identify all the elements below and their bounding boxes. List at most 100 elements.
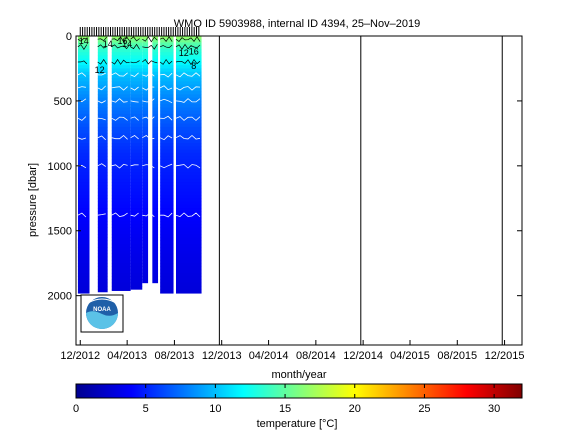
temperature-band — [97, 120, 108, 125]
temperature-band — [175, 269, 202, 274]
temperature-band — [111, 45, 131, 50]
temperature-band — [111, 162, 131, 167]
temperature-band — [97, 113, 108, 118]
temperature-band — [130, 143, 143, 147]
temperature-band — [111, 42, 131, 47]
temperature-band — [97, 146, 108, 151]
temperature-band — [130, 214, 143, 219]
temperature-band — [160, 100, 174, 105]
temperature-band — [160, 259, 174, 264]
isotherm-surface — [111, 58, 130, 65]
temperature-band — [175, 172, 202, 177]
temperature-band — [160, 113, 174, 118]
temperature-band — [130, 188, 143, 193]
temperature-band — [175, 130, 202, 134]
temperature-band — [97, 36, 108, 40]
temperature-band — [160, 224, 174, 229]
temperature-band — [111, 259, 131, 264]
temperature-band — [77, 165, 90, 170]
temperature-band — [175, 191, 202, 196]
temperature-band — [97, 250, 108, 254]
temperature-band — [130, 113, 143, 118]
temperature-band — [77, 230, 90, 235]
temperature-band — [130, 224, 143, 229]
temperature-band — [160, 107, 174, 112]
temperature-band — [160, 185, 174, 190]
temperature-band — [77, 259, 90, 264]
temperature-band — [130, 230, 143, 235]
temperature-band — [130, 133, 143, 138]
temperature-band — [160, 253, 174, 258]
x-tick-label: 08/2013 — [155, 350, 195, 362]
temperature-band — [130, 243, 143, 248]
isotherm — [111, 163, 128, 169]
temperature-band — [77, 195, 90, 199]
temperature-band — [77, 162, 90, 167]
isotherm-surface — [159, 58, 173, 65]
temperature-band — [97, 217, 108, 222]
temperature-band — [130, 282, 143, 287]
temperature-band — [160, 217, 174, 222]
temperature-band — [111, 74, 131, 79]
temperature-band — [77, 250, 90, 254]
temperature-band — [111, 146, 131, 151]
temperature-band — [160, 143, 174, 147]
temperature-band — [160, 123, 174, 128]
x-tick-label: 04/2015 — [390, 350, 430, 362]
temperature-band — [160, 175, 174, 180]
temperature-band — [175, 123, 202, 128]
temperature-band — [160, 97, 174, 102]
temperature-band — [130, 68, 143, 73]
isotherm — [97, 85, 106, 91]
temperature-band — [77, 130, 90, 134]
colorbar-tick-label: 10 — [209, 403, 221, 415]
temperature-band — [160, 117, 174, 121]
temperature-band — [130, 165, 143, 170]
temperature-band — [97, 165, 108, 170]
isotherm — [111, 86, 128, 91]
temperature-band — [160, 61, 174, 66]
temperature-band — [77, 52, 90, 56]
temperature-band — [77, 289, 90, 293]
isotherm-surface — [175, 43, 201, 50]
data-gap — [173, 36, 176, 345]
temperature-band — [130, 198, 143, 203]
temperature-band — [175, 182, 202, 186]
temperature-band — [130, 91, 143, 95]
temperature-band — [175, 36, 202, 40]
temperature-band — [175, 211, 202, 216]
isotherm — [97, 135, 106, 141]
temperature-band — [175, 201, 202, 206]
temperature-band — [160, 45, 174, 50]
temperature-band — [97, 256, 108, 261]
temperature-band — [130, 185, 143, 190]
colorbar-label: temperature [°C] — [257, 418, 338, 430]
isotherm — [175, 116, 201, 121]
temperature-band — [77, 211, 90, 216]
y-axis: 0 500 1000 1500 2000 — [48, 31, 522, 303]
temperature-band — [111, 91, 131, 95]
isotherm — [77, 137, 87, 140]
temperature-band — [77, 107, 90, 112]
temperature-band — [97, 104, 108, 108]
temperature-band — [130, 136, 143, 141]
temperature-band — [175, 285, 202, 290]
temperature-band — [130, 159, 143, 164]
temperature-band — [175, 42, 202, 47]
temperature-band — [111, 240, 131, 245]
contour-label: 12 — [95, 65, 105, 75]
isotherm — [130, 116, 139, 121]
temperature-band — [111, 100, 131, 105]
temperature-band — [130, 172, 143, 177]
temperature-band — [97, 243, 108, 248]
temperature-band — [111, 104, 131, 108]
temperature-band — [160, 78, 174, 82]
temperature-band — [77, 188, 90, 193]
temperature-band — [130, 276, 143, 280]
temperature-band — [77, 201, 90, 206]
temperature-band — [97, 55, 108, 60]
isotherm-surface — [97, 36, 107, 42]
temperature-band — [97, 81, 108, 86]
isotherm — [160, 72, 173, 78]
temperature-band — [97, 84, 108, 89]
